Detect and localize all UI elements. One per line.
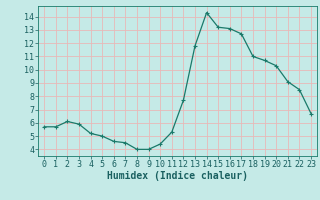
- X-axis label: Humidex (Indice chaleur): Humidex (Indice chaleur): [107, 171, 248, 181]
